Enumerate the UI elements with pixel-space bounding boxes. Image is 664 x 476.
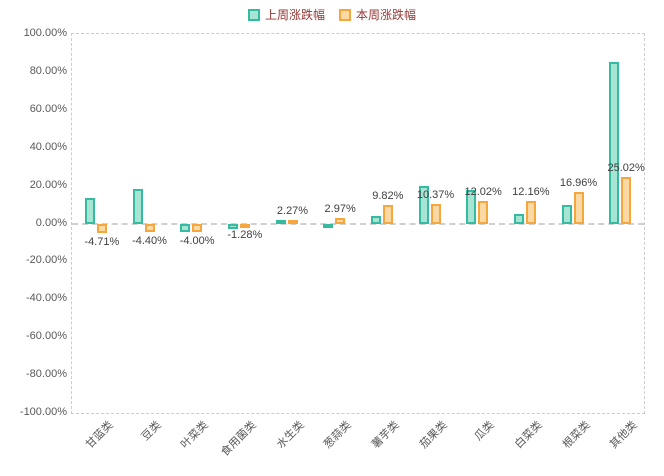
bar-last-week-葱蒜类 — [323, 224, 334, 228]
data-label-食用菌类: -1.28% — [227, 229, 263, 242]
legend-item-last-week[interactable]: 上周涨跌幅 — [247, 6, 325, 23]
bar-last-week-白菜类 — [513, 213, 524, 224]
bar-last-week-食用菌类 — [227, 224, 238, 229]
y-tick-label: -20.00% — [26, 254, 67, 267]
data-label-叶菜类: -4.00% — [179, 234, 215, 247]
data-label-甘蓝类: -4.71% — [84, 235, 120, 248]
data-label-豆类: -4.40% — [132, 235, 167, 248]
y-tick-label: 80.00% — [29, 64, 67, 77]
bar-last-week-叶菜类 — [180, 224, 191, 232]
bar-this-week-瓜类 — [478, 201, 489, 224]
bar-this-week-茄果类 — [430, 204, 441, 224]
bar-this-week-食用菌类 — [239, 224, 250, 228]
data-label-其他类: 25.02% — [607, 161, 645, 174]
data-label-白菜类: 12.16% — [512, 186, 550, 199]
y-tick-label: 20.00% — [29, 178, 67, 191]
legend-label-this-week: 本周涨跌幅 — [356, 8, 417, 22]
y-tick-label: -100.00% — [19, 406, 67, 418]
y-tick-label: 100.00% — [23, 27, 67, 39]
bar-this-week-水生类 — [287, 219, 298, 224]
bar-this-week-薯芋类 — [382, 205, 393, 224]
bar-last-week-瓜类 — [466, 189, 477, 224]
y-tick-label: -60.00% — [26, 330, 67, 343]
bar-last-week-根菜类 — [561, 205, 572, 224]
y-tick-label: -40.00% — [26, 292, 67, 305]
y-tick-label: -80.00% — [26, 368, 67, 381]
data-label-葱蒜类: 2.97% — [324, 203, 356, 216]
data-label-瓜类: 12.02% — [464, 186, 502, 199]
data-label-水生类: 2.27% — [276, 204, 309, 217]
zero-gridline — [72, 223, 644, 225]
bar-last-week-豆类 — [132, 189, 143, 224]
data-label-根菜类: 16.96% — [559, 176, 598, 189]
data-label-薯芋类: 9.82% — [372, 190, 404, 203]
bar-last-week-薯芋类 — [370, 216, 381, 224]
bar-this-week-其他类 — [621, 176, 632, 224]
data-label-茄果类: 10.37% — [416, 189, 455, 202]
bar-this-week-甘蓝类 — [96, 224, 107, 233]
bar-this-week-葱蒜类 — [335, 218, 346, 224]
legend-item-this-week[interactable]: 本周涨跌幅 — [339, 6, 416, 23]
y-tick-label: 0.00% — [35, 216, 67, 229]
last-week-swatch-icon — [247, 8, 260, 21]
plot-area: -4.71% -4.40% -4.00% -1.28% 2.27% 2.97% 9.82% 1… — [71, 33, 645, 414]
bar-last-week-茄果类 — [418, 186, 429, 224]
bar-last-week-甘蓝类 — [84, 197, 95, 224]
y-tick-label: 40.00% — [29, 140, 67, 153]
legend-label-last-week: 上周涨跌幅 — [264, 8, 325, 22]
y-tick-label: 60.00% — [29, 102, 67, 115]
bar-last-week-水生类 — [275, 220, 286, 225]
this-week-swatch-icon — [339, 8, 351, 21]
bar-this-week-根菜类 — [573, 191, 584, 224]
bar-last-week-其他类 — [609, 62, 620, 224]
legend: 上周涨跌幅 本周涨跌幅 — [0, 6, 664, 23]
bar-this-week-豆类 — [144, 224, 155, 233]
bar-this-week-叶菜类 — [192, 224, 203, 232]
bar-this-week-白菜类 — [525, 201, 536, 224]
